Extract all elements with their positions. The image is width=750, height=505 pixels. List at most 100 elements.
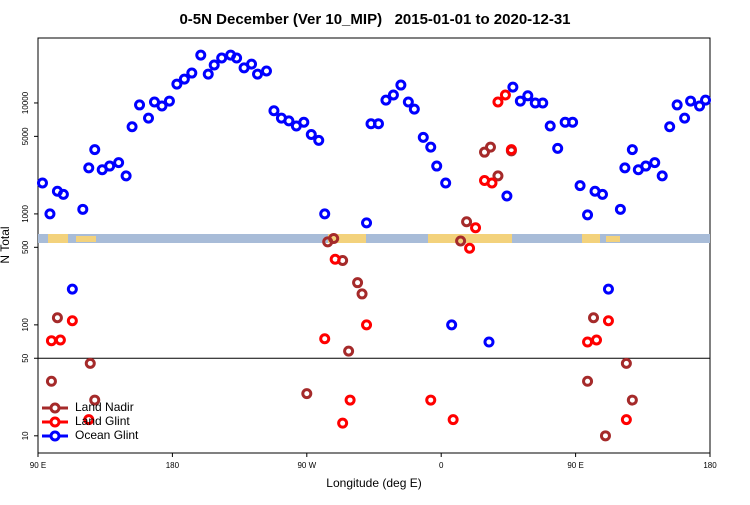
- point: [343, 345, 355, 357]
- point: [163, 95, 175, 107]
- point: [387, 89, 399, 101]
- point: [283, 115, 295, 127]
- x-tick-label: 90 E: [30, 461, 46, 470]
- point: [120, 170, 132, 182]
- plot-frame: [37, 37, 711, 454]
- chart-title: 0-5N December (Ver 10_MIP) 2015-01-01 to…: [179, 11, 570, 28]
- point: [679, 112, 691, 124]
- x-tick-label: 180: [703, 461, 717, 470]
- point: [45, 375, 57, 387]
- point: [329, 253, 341, 265]
- y-tick-label: 10000: [21, 91, 30, 114]
- point: [552, 142, 564, 154]
- point: [402, 96, 414, 108]
- point: [301, 388, 313, 400]
- y-tick-label: 100: [21, 318, 30, 332]
- x-tick-label: 90 E: [567, 461, 583, 470]
- point: [640, 160, 652, 172]
- point: [156, 100, 168, 112]
- point: [352, 277, 364, 289]
- point: [231, 52, 243, 64]
- x-axis-label: Longitude (deg E): [326, 476, 421, 490]
- point: [649, 157, 661, 169]
- point: [66, 283, 78, 295]
- point: [54, 334, 66, 346]
- point: [186, 67, 198, 79]
- legend-marker: [49, 416, 61, 428]
- point: [313, 134, 325, 146]
- point: [216, 52, 228, 64]
- point: [588, 312, 600, 324]
- point: [83, 414, 95, 426]
- point: [620, 414, 632, 426]
- point: [319, 333, 331, 345]
- point: [195, 49, 207, 61]
- point: [51, 312, 63, 324]
- point: [596, 188, 608, 200]
- point: [356, 288, 368, 300]
- point: [620, 357, 632, 369]
- point: [425, 394, 437, 406]
- point: [425, 141, 437, 153]
- point: [395, 79, 407, 91]
- point: [66, 315, 78, 327]
- point: [461, 216, 473, 228]
- point: [361, 217, 373, 229]
- point: [260, 65, 272, 77]
- point: [483, 336, 495, 348]
- point: [700, 94, 712, 106]
- point: [134, 99, 146, 111]
- point: [694, 100, 706, 112]
- point: [417, 131, 429, 143]
- point: [464, 242, 476, 254]
- point: [83, 162, 95, 174]
- point: [408, 103, 420, 115]
- point: [328, 233, 340, 245]
- point: [626, 144, 638, 156]
- point: [44, 208, 56, 220]
- point: [685, 95, 697, 107]
- legend-label: Land Nadir: [75, 400, 134, 414]
- point: [455, 235, 467, 247]
- y-tick-label: 500: [21, 240, 30, 254]
- point: [671, 99, 683, 111]
- point: [431, 160, 443, 172]
- point: [252, 68, 264, 80]
- map-strip: [38, 234, 710, 243]
- legend-label: Land Glint: [75, 414, 130, 428]
- point: [507, 81, 519, 93]
- point: [567, 116, 579, 128]
- point: [246, 58, 258, 70]
- point: [440, 177, 452, 189]
- x-tick-label: 0: [439, 461, 444, 470]
- x-tick-label: 90 W: [297, 461, 316, 470]
- point: [89, 144, 101, 156]
- point: [126, 121, 138, 133]
- point: [178, 73, 190, 85]
- x-tick-label: 180: [166, 461, 180, 470]
- point: [486, 177, 498, 189]
- point: [664, 121, 676, 133]
- point: [380, 94, 392, 106]
- point: [268, 105, 280, 117]
- point: [337, 417, 349, 429]
- legend-marker: [49, 430, 61, 442]
- y-tick-label: 10: [21, 431, 30, 440]
- point: [582, 336, 594, 348]
- point: [582, 209, 594, 221]
- point: [574, 180, 586, 192]
- point: [89, 394, 101, 406]
- point: [446, 319, 458, 331]
- point: [522, 90, 534, 102]
- point: [602, 283, 614, 295]
- point: [202, 68, 214, 80]
- point: [57, 188, 69, 200]
- point: [344, 394, 356, 406]
- point: [113, 157, 125, 169]
- point: [537, 97, 549, 109]
- point: [501, 190, 513, 202]
- point: [602, 315, 614, 327]
- legend-marker: [49, 402, 61, 414]
- point: [470, 222, 482, 234]
